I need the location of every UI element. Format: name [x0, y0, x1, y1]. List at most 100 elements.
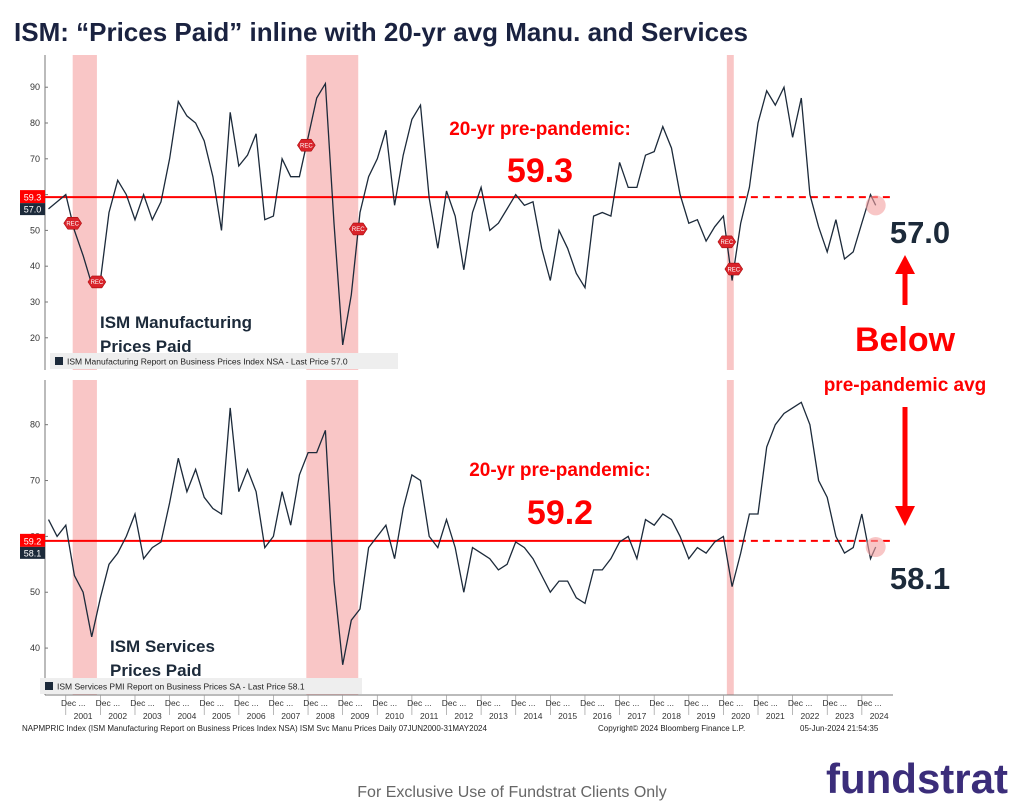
reference-title: 20-yr pre-pandemic: — [449, 119, 631, 140]
x-tick-sublabel: Dec ... — [476, 698, 501, 708]
x-tick-label: 2019 — [697, 711, 716, 721]
panel-label: Prices Paid — [100, 337, 192, 356]
panel-label: ISM Manufacturing — [100, 313, 252, 332]
last-price-box-label: 57.0 — [24, 205, 42, 215]
x-tick-sublabel: Dec ... — [649, 698, 674, 708]
last-point-highlight — [865, 195, 886, 216]
x-tick-label: 2003 — [143, 711, 162, 721]
x-tick-sublabel: Dec ... — [130, 698, 155, 708]
x-tick-label: 2013 — [489, 711, 508, 721]
y-tick-label: 90 — [30, 82, 40, 92]
y-tick-label: 80 — [30, 118, 40, 128]
shaded-period — [726, 380, 734, 695]
y-tick-label: 80 — [30, 420, 40, 430]
x-tick-sublabel: Dec ... — [61, 698, 86, 708]
x-tick-label: 2002 — [108, 711, 127, 721]
last-price-box-label: 58.1 — [24, 548, 42, 558]
last-price-box — [20, 203, 45, 216]
rec-marker — [717, 235, 737, 249]
series-line — [47, 401, 877, 665]
copyright: Copyright© 2024 Bloomberg Finance L.P. — [598, 724, 745, 733]
x-tick-sublabel: Dec ... — [199, 698, 224, 708]
series-line — [48, 81, 877, 346]
last-price-label: 57.0 — [890, 215, 950, 250]
x-tick-sublabel: Dec ... — [511, 698, 536, 708]
reference-value-box — [20, 533, 45, 547]
y-tick-label: 40 — [30, 643, 40, 653]
x-tick-label: 2022 — [800, 711, 819, 721]
y-tick-label: 70 — [30, 154, 40, 164]
x-tick-sublabel: Dec ... — [822, 698, 847, 708]
legend-swatch — [55, 357, 63, 365]
rec-marker-label: REC — [66, 221, 79, 227]
arrow-up — [895, 255, 915, 305]
x-tick-label: 2024 — [870, 711, 889, 721]
reference-title: 20-yr pre-pandemic: — [469, 460, 651, 481]
x-tick-label: 2001 — [74, 711, 93, 721]
shaded-period — [726, 55, 734, 370]
reference-value: 59.2 — [527, 494, 593, 532]
annotation-subline: pre-pandemic avg — [824, 375, 987, 396]
reference-value: 59.3 — [507, 152, 573, 190]
x-tick-sublabel: Dec ... — [407, 698, 432, 708]
x-tick-label: 2023 — [835, 711, 854, 721]
legend-box — [50, 353, 398, 369]
x-tick-sublabel: Dec ... — [303, 698, 328, 708]
x-tick-sublabel: Dec ... — [580, 698, 605, 708]
y-tick-label: 50 — [30, 225, 40, 235]
arrow-head — [895, 506, 915, 526]
page-title: ISM: “Prices Paid” inline with 20-yr avg… — [14, 17, 748, 47]
x-tick-label: 2010 — [385, 711, 404, 721]
rec-marker — [87, 275, 107, 289]
source-text: NAPMPRIC Index (ISM Manufacturing Report… — [22, 724, 487, 733]
x-tick-sublabel: Dec ... — [373, 698, 398, 708]
rec-marker — [348, 222, 368, 236]
rec-marker-label: REC — [91, 280, 104, 286]
x-tick-sublabel: Dec ... — [96, 698, 121, 708]
panel-label: ISM Services — [110, 637, 215, 656]
shaded-period — [72, 380, 97, 695]
legend-label: ISM Manufacturing Report on Business Pri… — [67, 357, 348, 367]
legend-swatch — [45, 682, 53, 690]
shaded-period — [306, 55, 359, 370]
x-tick-sublabel: Dec ... — [442, 698, 467, 708]
x-tick-sublabel: Dec ... — [615, 698, 640, 708]
rec-marker-label: REC — [300, 143, 313, 149]
x-tick-label: 2008 — [316, 711, 335, 721]
reference-value-box — [20, 190, 45, 204]
last-point-highlight — [865, 536, 886, 557]
x-tick-sublabel: Dec ... — [857, 698, 882, 708]
shaded-period — [72, 55, 97, 370]
x-tick-sublabel: Dec ... — [684, 698, 709, 708]
last-price-label: 58.1 — [890, 561, 950, 596]
x-tick-sublabel: Dec ... — [753, 698, 778, 708]
last-price-box — [20, 546, 45, 559]
arrow-down — [895, 407, 915, 526]
annotation-headline: Below — [855, 321, 956, 359]
x-tick-sublabel: Dec ... — [719, 698, 744, 708]
shaded-period — [306, 380, 359, 695]
x-tick-label: 2017 — [627, 711, 646, 721]
panel: 2030405060708090ISM Manufacturing Report… — [20, 55, 950, 370]
x-tick-label: 2014 — [524, 711, 543, 721]
x-tick-label: 2015 — [558, 711, 577, 721]
y-tick-label: 70 — [30, 476, 40, 486]
x-tick-label: 2009 — [351, 711, 370, 721]
x-tick-sublabel: Dec ... — [546, 698, 571, 708]
y-tick-label: 50 — [30, 587, 40, 597]
x-tick-label: 2011 — [420, 711, 439, 721]
x-tick-sublabel: Dec ... — [234, 698, 259, 708]
rec-marker — [724, 262, 744, 276]
logo: fundstrat — [826, 755, 1008, 802]
x-tick-label: 2007 — [281, 711, 300, 721]
x-tick-label: 2016 — [593, 711, 612, 721]
x-tick-label: 2006 — [247, 711, 266, 721]
x-tick-label: 2020 — [731, 711, 750, 721]
legend-box — [40, 678, 362, 694]
x-tick-label: 2005 — [212, 711, 231, 721]
x-tick-sublabel: Dec ... — [165, 698, 190, 708]
arrow-head — [895, 255, 915, 274]
x-tick-sublabel: Dec ... — [788, 698, 813, 708]
